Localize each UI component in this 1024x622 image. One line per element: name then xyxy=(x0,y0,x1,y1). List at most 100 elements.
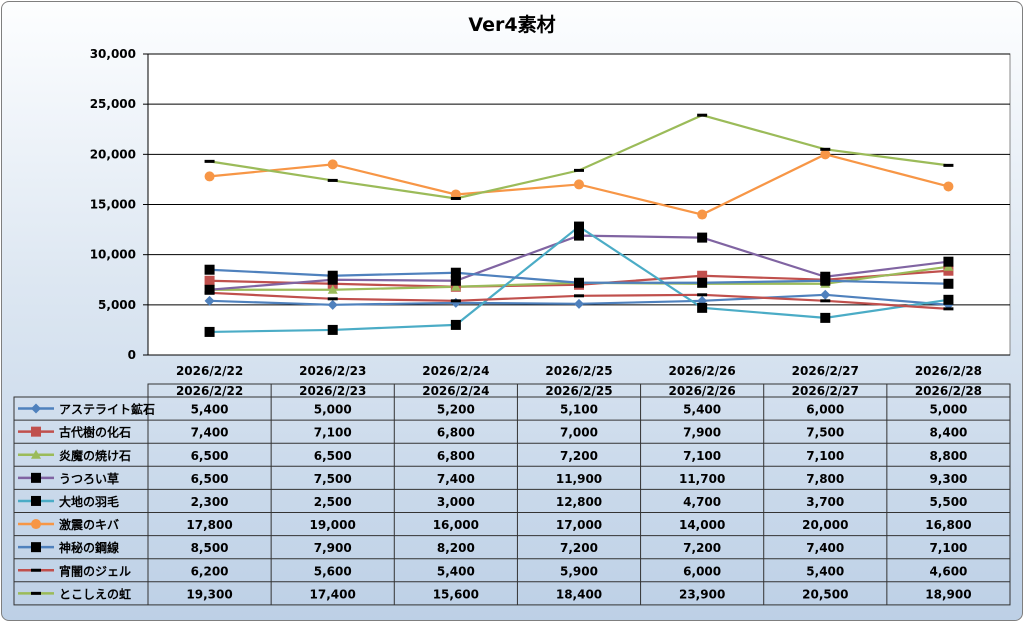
diamond-marker xyxy=(327,299,338,310)
table-cell: 2,500 xyxy=(314,495,352,509)
triangle-marker xyxy=(450,281,461,291)
table-cell: 4,600 xyxy=(929,564,967,578)
table-cell: 8,500 xyxy=(191,541,229,555)
black-square-marker xyxy=(697,302,708,313)
y-tick-label: 0 xyxy=(128,348,136,362)
table-cell: 4,700 xyxy=(683,495,721,509)
black-square-marker xyxy=(204,284,215,295)
legend-label: 古代樹の化石 xyxy=(59,425,131,440)
table-cell: 8,800 xyxy=(929,449,967,463)
table-cell: 9,300 xyxy=(929,472,967,486)
table-cell: 16,000 xyxy=(433,518,479,532)
x-tick-label: 2026/2/24 xyxy=(422,364,489,378)
table-cell: 7,400 xyxy=(191,426,229,440)
circle-marker xyxy=(327,159,338,170)
black-square-marker xyxy=(31,472,41,483)
circle-marker xyxy=(943,181,954,192)
diamond-marker xyxy=(574,298,584,309)
table-cell: 5,900 xyxy=(560,564,598,578)
table-cell: 7,100 xyxy=(314,426,352,440)
circle-marker xyxy=(574,179,584,190)
table-cell: 17,800 xyxy=(186,518,232,532)
table-cell: 20,000 xyxy=(802,518,848,532)
table-cell: 7,400 xyxy=(437,472,475,486)
table-cell: 14,000 xyxy=(679,518,725,532)
y-tick-label: 20,000 xyxy=(90,147,136,161)
table-cell: 5,500 xyxy=(929,495,967,509)
table-cell: 6,000 xyxy=(683,564,721,578)
x-tick-label: 2026/2/23 xyxy=(299,364,366,378)
table-cell: 7,100 xyxy=(929,541,967,555)
table-cell: 17,000 xyxy=(556,518,602,532)
circle-marker xyxy=(204,171,215,182)
black-square-marker xyxy=(31,542,41,553)
table-cell: 7,400 xyxy=(806,541,844,555)
black-square-marker xyxy=(31,495,41,506)
table-cell: 6,800 xyxy=(437,426,475,440)
diamond-marker xyxy=(31,403,41,414)
black-square-marker xyxy=(697,277,708,288)
table-cell: 7,200 xyxy=(683,541,721,555)
black-square-marker xyxy=(204,264,215,275)
black-square-marker xyxy=(204,326,215,337)
table-cell: 7,500 xyxy=(806,426,844,440)
square-marker xyxy=(204,275,215,286)
y-tick-label: 10,000 xyxy=(90,248,136,262)
table-cell: 16,800 xyxy=(925,518,971,532)
legend-label: うつろい草 xyxy=(59,471,119,486)
legend-label: 激震のキバ xyxy=(59,517,119,532)
y-tick-label: 25,000 xyxy=(90,97,136,111)
table-cell: 5,400 xyxy=(437,564,475,578)
square-marker xyxy=(697,270,708,281)
table-header-cell: 2026/2/25 xyxy=(545,384,612,398)
table-header-cell: 2026/2/27 xyxy=(792,384,859,398)
table-header-cell: 2026/2/23 xyxy=(299,384,366,398)
table-header-cell: 2026/2/26 xyxy=(669,384,736,398)
black-square-marker xyxy=(574,221,584,232)
table-cell: 5,400 xyxy=(683,403,721,417)
dash-marker xyxy=(697,113,708,117)
square-marker xyxy=(31,426,41,437)
table-cell: 18,900 xyxy=(925,587,971,601)
black-square-marker xyxy=(450,275,461,286)
legend-label: 神秘の鋼線 xyxy=(59,540,119,555)
table-cell: 12,800 xyxy=(556,495,602,509)
black-square-marker xyxy=(450,319,461,330)
x-tick-label: 2026/2/26 xyxy=(669,364,736,378)
black-square-marker xyxy=(943,278,954,289)
dash-marker xyxy=(697,293,708,297)
dash-marker xyxy=(820,299,831,303)
table-cell: 5,000 xyxy=(314,403,352,417)
black-square-marker xyxy=(943,294,954,305)
dash-marker xyxy=(450,299,461,303)
legend-label: 炎魔の焼け石 xyxy=(59,448,131,463)
circle-marker xyxy=(31,519,41,530)
table-cell: 19,300 xyxy=(186,587,232,601)
table-cell: 11,900 xyxy=(556,472,602,486)
circle-marker xyxy=(697,209,708,220)
black-square-marker xyxy=(327,324,338,335)
dash-marker xyxy=(204,291,215,295)
table-cell: 6,000 xyxy=(806,403,844,417)
dash-marker xyxy=(450,196,461,200)
table-cell: 19,000 xyxy=(310,518,356,532)
table-cell: 7,800 xyxy=(806,472,844,486)
table-cell: 23,900 xyxy=(679,587,725,601)
legend-label: とこしえの虹 xyxy=(59,586,131,601)
black-square-marker xyxy=(574,277,584,288)
table-header-cell: 2026/2/28 xyxy=(915,384,982,398)
table-cell: 5,100 xyxy=(560,403,598,417)
table-cell: 7,100 xyxy=(806,449,844,463)
x-tick-label: 2026/2/28 xyxy=(915,364,982,378)
table-cell: 6,500 xyxy=(191,472,229,486)
table-cell: 5,400 xyxy=(806,564,844,578)
table-header-cell: 2026/2/24 xyxy=(422,384,489,398)
chart-title: Ver4素材 xyxy=(468,14,556,36)
circle-marker xyxy=(820,149,831,160)
table-cell: 8,400 xyxy=(929,426,967,440)
table-cell: 20,500 xyxy=(802,587,848,601)
black-square-marker xyxy=(820,312,831,323)
dash-marker xyxy=(574,168,584,172)
legend-label: アステライト鉱石 xyxy=(59,402,155,417)
